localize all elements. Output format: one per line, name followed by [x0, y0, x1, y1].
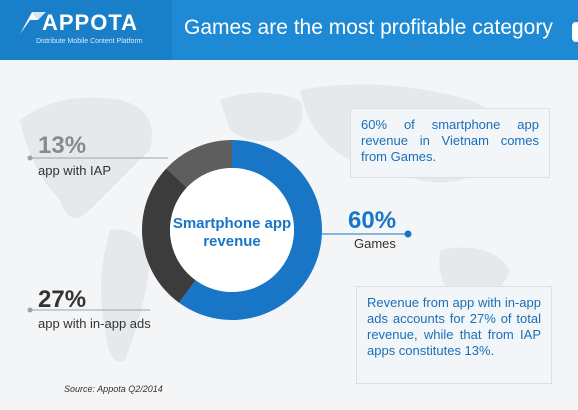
chart-center-title: Smartphone app revenue [172, 215, 292, 250]
logo-name: APPOTA [42, 10, 139, 35]
slice-in-app-ads [142, 168, 196, 303]
slice-iap [166, 140, 232, 188]
games-percent: 60% [348, 207, 397, 234]
logo-tagline: Distribute Mobile Content Platform [36, 38, 143, 45]
page-title: Games are the most profitable category [184, 16, 553, 39]
source-note: Source: Appota Q2/2014 [64, 384, 163, 394]
ads-percent: 27% [38, 286, 87, 313]
slice-games [179, 140, 323, 320]
header-decoration [572, 22, 578, 42]
note-ads-iap: Revenue from app with in-app ads account… [356, 286, 552, 384]
ads-leader-dot [27, 307, 33, 313]
logo: APPOTA Distribute Mobile Content Platfor… [0, 0, 172, 60]
appota-logo-icon [20, 12, 46, 34]
ads-label: app with in-app ads [38, 316, 151, 331]
header-bar: APPOTA Distribute Mobile Content Platfor… [0, 0, 578, 60]
iap-leader-dot [27, 155, 33, 161]
donut-hole [170, 168, 294, 292]
games-leader-dot [404, 230, 412, 238]
iap-label: app with IAP [38, 163, 111, 178]
games-label: Games [354, 236, 396, 251]
iap-percent: 13% [38, 132, 87, 159]
note-games: 60% of smartphone app revenue in Vietnam… [350, 108, 550, 178]
